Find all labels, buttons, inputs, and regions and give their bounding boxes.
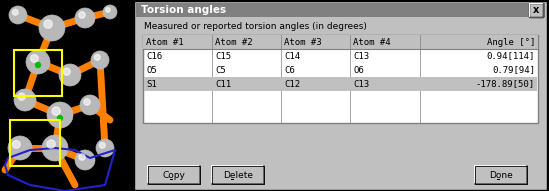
Text: Atom #1: Atom #1: [146, 37, 183, 46]
Text: Angle [°]: Angle [°]: [486, 37, 535, 46]
Circle shape: [9, 6, 27, 24]
Circle shape: [94, 54, 100, 60]
Circle shape: [58, 116, 63, 121]
Text: O6: O6: [354, 66, 364, 74]
Bar: [212, 166, 264, 184]
Text: C15: C15: [215, 52, 231, 61]
Circle shape: [42, 135, 68, 161]
Bar: [148, 166, 200, 184]
Bar: [134, 1, 547, 190]
Circle shape: [79, 12, 85, 18]
Bar: [14, 50, 62, 96]
Bar: [143, 35, 538, 49]
Text: C5: C5: [215, 66, 226, 74]
Circle shape: [96, 139, 114, 157]
Bar: [212, 166, 264, 184]
Circle shape: [99, 142, 105, 148]
Text: C11: C11: [215, 79, 231, 88]
Circle shape: [103, 5, 117, 19]
Text: 0.79[94]: 0.79[94]: [492, 66, 535, 74]
Text: C13: C13: [354, 52, 369, 61]
Circle shape: [52, 107, 60, 115]
Circle shape: [80, 95, 100, 115]
Bar: [136, 3, 545, 17]
Text: Atom #3: Atom #3: [284, 37, 322, 46]
Bar: [475, 166, 527, 184]
Circle shape: [75, 8, 95, 28]
Text: Atom #4: Atom #4: [354, 37, 391, 46]
Bar: [475, 166, 527, 184]
Text: C13: C13: [354, 79, 369, 88]
Text: Atom #2: Atom #2: [215, 37, 253, 46]
Text: Delete: Delete: [223, 171, 253, 180]
Text: C12: C12: [284, 79, 300, 88]
Circle shape: [8, 136, 32, 160]
Text: C6: C6: [284, 66, 295, 74]
Bar: [529, 3, 543, 17]
Circle shape: [59, 64, 81, 86]
Text: O5: O5: [146, 66, 157, 74]
Bar: [10, 120, 60, 166]
Text: Measured or reported torsion angles (in degrees): Measured or reported torsion angles (in …: [144, 22, 367, 31]
Circle shape: [13, 9, 18, 15]
Circle shape: [14, 89, 36, 111]
Text: Copy: Copy: [163, 171, 186, 180]
Circle shape: [79, 154, 85, 160]
Bar: [144, 77, 537, 91]
Circle shape: [31, 55, 38, 62]
Bar: [143, 35, 538, 123]
Circle shape: [91, 51, 109, 69]
Circle shape: [105, 8, 110, 12]
Circle shape: [13, 141, 20, 148]
Bar: [0, 0, 134, 191]
Circle shape: [84, 99, 90, 105]
Text: Torsion angles: Torsion angles: [141, 5, 226, 15]
Text: C16: C16: [146, 52, 162, 61]
Text: C14: C14: [284, 52, 300, 61]
Circle shape: [47, 102, 73, 128]
Text: x: x: [533, 5, 539, 15]
Text: -178.89[50]: -178.89[50]: [476, 79, 535, 88]
Text: 0.94[114]: 0.94[114]: [486, 52, 535, 61]
Text: Done: Done: [489, 171, 513, 180]
Text: S1: S1: [146, 79, 157, 88]
Circle shape: [47, 140, 55, 148]
Circle shape: [26, 50, 50, 74]
Circle shape: [63, 68, 70, 75]
Circle shape: [44, 20, 52, 28]
Circle shape: [18, 93, 25, 100]
Bar: [148, 166, 200, 184]
Circle shape: [36, 62, 41, 67]
Circle shape: [39, 15, 65, 41]
Circle shape: [75, 150, 95, 170]
